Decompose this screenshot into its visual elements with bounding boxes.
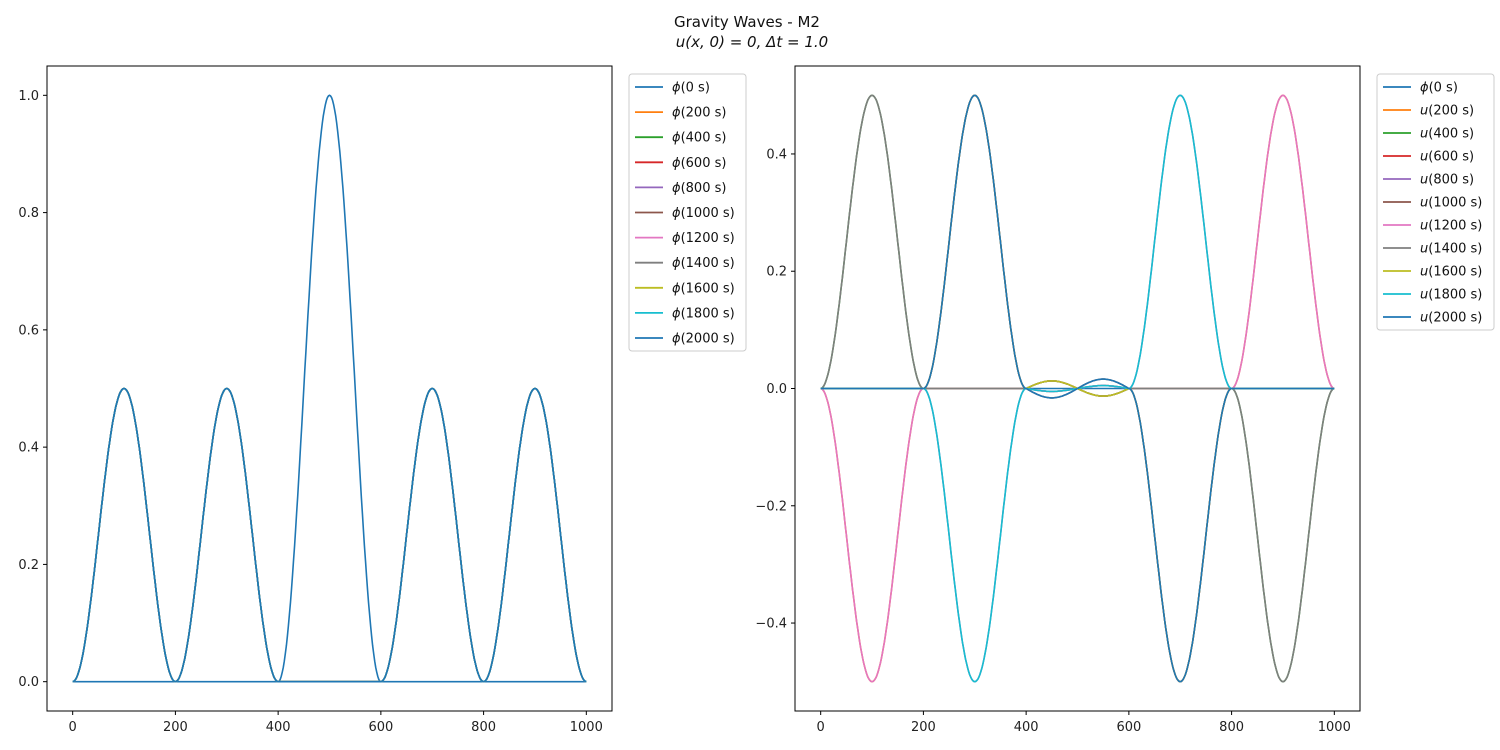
x-tick-label: 400 bbox=[266, 720, 291, 735]
legend-label: u(2000 s) bbox=[1420, 311, 1482, 326]
legend-label: ϕ(0 s) bbox=[1420, 81, 1458, 96]
x-tick-label: 200 bbox=[911, 720, 936, 735]
legend-label: ϕ(800 s) bbox=[672, 181, 726, 196]
legend-label: ϕ(200 s) bbox=[672, 106, 726, 121]
series-line bbox=[72, 387, 587, 683]
legend-label: ϕ(600 s) bbox=[672, 156, 726, 171]
legend-label: ϕ(400 s) bbox=[672, 131, 726, 146]
phi-chart: 0 200 400 600 800 1000 0.0 0.2 0.4 0.6 0.8 1.0 ϕ(0 s… bbox=[18, 65, 747, 735]
legend-label: ϕ(0 s) bbox=[672, 81, 710, 96]
legend-label: ϕ(2000 s) bbox=[672, 332, 735, 347]
legend-label: ϕ(1600 s) bbox=[672, 281, 735, 296]
y-tick-label: 0.2 bbox=[18, 558, 39, 573]
x-tick-label: 1000 bbox=[570, 720, 603, 735]
x-tick-label: 600 bbox=[368, 720, 393, 735]
legend-label: u(800 s) bbox=[1420, 173, 1474, 188]
figure-subtitle: u(x, 0) = 0, Δt = 1.0 bbox=[676, 33, 828, 51]
legend-label: u(1400 s) bbox=[1420, 242, 1482, 257]
legend-label: u(200 s) bbox=[1420, 104, 1474, 119]
y-tick-label: 0.8 bbox=[18, 206, 39, 221]
y-tick-label: 0.6 bbox=[18, 323, 39, 338]
legend-box bbox=[1376, 73, 1495, 331]
axes-frame bbox=[46, 65, 613, 712]
series-line bbox=[72, 94, 587, 683]
x-tick-label: 0 bbox=[817, 720, 825, 735]
x-tick-label: 200 bbox=[163, 720, 188, 735]
u-chart: 0 200 400 600 800 1000 −0.4 −0.2 0.0 0.2 0.4 ϕ(0 s)… bbox=[755, 65, 1495, 735]
y-tick-label: 0.4 bbox=[18, 441, 39, 456]
x-tick-label: 400 bbox=[1014, 720, 1039, 735]
legend-label: ϕ(1800 s) bbox=[672, 306, 735, 321]
x-tick-label: 800 bbox=[1219, 720, 1244, 735]
legend-label: u(1800 s) bbox=[1420, 288, 1482, 303]
x-tick-label: 600 bbox=[1116, 720, 1141, 735]
legend-label: u(1600 s) bbox=[1420, 265, 1482, 280]
legend-label: u(600 s) bbox=[1420, 150, 1474, 165]
legend-label: u(1200 s) bbox=[1420, 219, 1482, 234]
legend-box bbox=[628, 73, 747, 352]
legend-label: ϕ(1000 s) bbox=[672, 206, 735, 221]
figure-title: Gravity Waves - M2 bbox=[674, 13, 820, 31]
x-tick-label: 1000 bbox=[1318, 720, 1351, 735]
legend-label: ϕ(1400 s) bbox=[672, 256, 735, 271]
series-line bbox=[820, 94, 1335, 683]
y-tick-label: 1.0 bbox=[18, 89, 39, 104]
y-tick-label: 0.2 bbox=[766, 265, 787, 280]
legend-label: ϕ(1200 s) bbox=[672, 231, 735, 246]
y-tick-label: −0.4 bbox=[755, 617, 787, 632]
legend-label: u(1000 s) bbox=[1420, 196, 1482, 211]
x-tick-label: 800 bbox=[471, 720, 496, 735]
y-tick-label: −0.2 bbox=[755, 499, 787, 514]
legend-label: u(400 s) bbox=[1420, 127, 1474, 142]
y-tick-label: 0.0 bbox=[766, 382, 787, 397]
x-tick-label: 0 bbox=[69, 720, 77, 735]
y-tick-label: 0.0 bbox=[18, 675, 39, 690]
y-tick-label: 0.4 bbox=[766, 147, 787, 162]
